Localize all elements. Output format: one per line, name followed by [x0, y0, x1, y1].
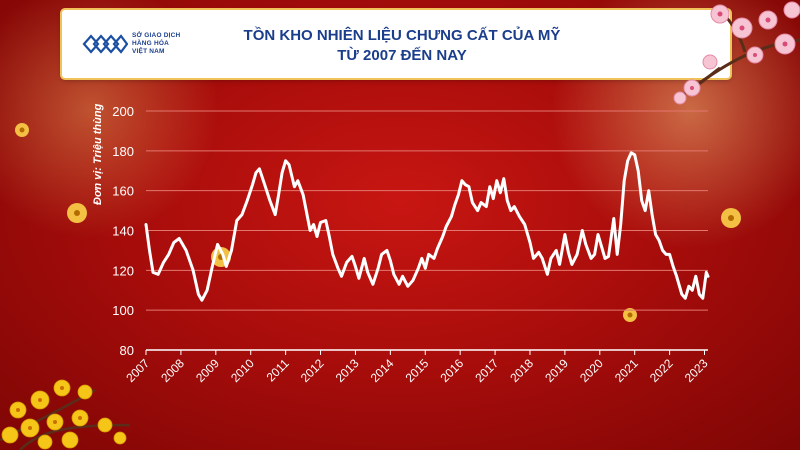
logo-line: HÀNG HÓA — [132, 40, 169, 47]
x-tick-label: 2020 — [577, 356, 606, 385]
logo-icon — [82, 34, 128, 54]
y-tick-label: 140 — [112, 224, 134, 239]
x-tick-label: 2023 — [682, 356, 711, 385]
cherry-blossom-branch — [673, 1, 800, 105]
logo-text: SỞ GIAO DỊCH HÀNG HÓA VIỆT NAM — [132, 32, 180, 56]
flower-icon — [15, 123, 29, 137]
x-tick-label: 2012 — [298, 356, 327, 385]
title-line-2: TỪ 2007 ĐẾN NAY — [337, 47, 467, 64]
x-tick-label: 2021 — [612, 356, 641, 385]
x-tick-label: 2010 — [228, 356, 257, 385]
x-tick-label: 2014 — [368, 356, 397, 385]
flower-icon — [721, 208, 741, 228]
y-tick-label: 80 — [120, 343, 134, 358]
x-tick-label: 2018 — [507, 356, 536, 385]
x-tick-label: 2019 — [542, 356, 571, 385]
x-tick-label: 2022 — [647, 356, 676, 385]
logo-line: SỞ GIAO DỊCH — [132, 32, 181, 39]
series-line — [144, 151, 710, 302]
x-tick-label: 2016 — [438, 356, 467, 385]
apricot-blossom-cluster — [0, 379, 131, 450]
x-tick-label: 2008 — [158, 356, 187, 385]
logo-line: VIỆT NAM — [132, 48, 165, 55]
y-tick-label: 180 — [112, 144, 134, 159]
y-tick-label: 160 — [112, 184, 134, 199]
logo: SỞ GIAO DỊCH HÀNG HÓA VIỆT NAM — [82, 28, 222, 62]
y-tick-label: 120 — [112, 263, 134, 278]
y-tick-label: 100 — [112, 303, 134, 318]
flower-icon — [623, 308, 637, 322]
flower-icon — [67, 203, 87, 223]
x-tick-label: 2017 — [472, 356, 501, 385]
title-banner: SỞ GIAO DỊCH HÀNG HÓA VIỆT NAM TỒN KHO N… — [62, 10, 730, 78]
x-tick-label: 2013 — [333, 356, 362, 385]
x-tick-label: 2015 — [403, 356, 432, 385]
x-tick-label: 2007 — [123, 356, 152, 385]
x-tick-label: 2011 — [264, 356, 292, 384]
y-tick-label: 200 — [112, 104, 134, 119]
title-line-1: TỒN KHO NHIÊN LIỆU CHƯNG CẤT CỦA MỸ — [243, 27, 561, 44]
chart-title: TỒN KHO NHIÊN LIỆU CHƯNG CẤT CỦA MỸ TỪ 2… — [222, 26, 582, 66]
x-tick-label: 2009 — [193, 356, 222, 385]
